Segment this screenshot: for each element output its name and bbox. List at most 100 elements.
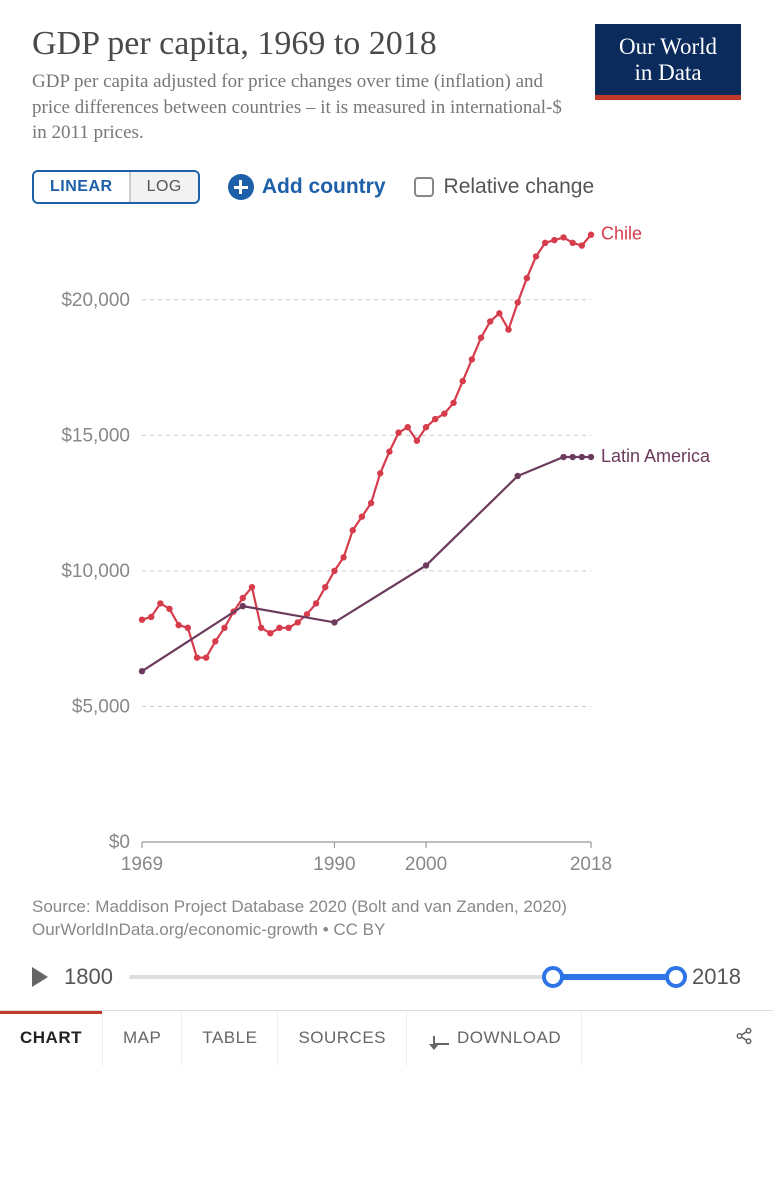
tab-label: CHART <box>20 1028 82 1048</box>
scale-toggle[interactable]: LINEAR LOG <box>32 170 200 204</box>
y-tick-label: $15,000 <box>61 425 130 446</box>
relative-change-checkbox[interactable]: Relative change <box>414 175 595 199</box>
data-point[interactable] <box>240 603 246 609</box>
data-point[interactable] <box>551 237 557 243</box>
data-point[interactable] <box>386 448 392 454</box>
tab-download[interactable]: DOWNLOAD <box>407 1011 582 1066</box>
data-point[interactable] <box>423 562 429 568</box>
data-point[interactable] <box>469 356 475 362</box>
data-point[interactable] <box>441 410 447 416</box>
share-icon <box>735 1027 753 1050</box>
data-point[interactable] <box>203 654 209 660</box>
owid-logo[interactable]: Our World in Data <box>595 24 741 100</box>
x-tick-label: 2018 <box>570 854 612 875</box>
page-title: GDP per capita, 1969 to 2018 <box>32 24 579 63</box>
data-point[interactable] <box>569 454 575 460</box>
data-point[interactable] <box>524 275 530 281</box>
data-point[interactable] <box>285 625 291 631</box>
tab-map[interactable]: MAP <box>103 1011 182 1066</box>
data-point[interactable] <box>496 310 502 316</box>
data-point[interactable] <box>368 500 374 506</box>
scale-linear-button[interactable]: LINEAR <box>34 172 129 202</box>
source-line2: OurWorldInData.org/economic-growth • CC … <box>32 919 741 942</box>
data-point[interactable] <box>331 619 337 625</box>
data-point[interactable] <box>514 299 520 305</box>
data-point[interactable] <box>514 473 520 479</box>
slider-fill <box>553 974 676 980</box>
series-latin-america[interactable] <box>142 457 591 671</box>
y-tick-label: $0 <box>109 832 130 853</box>
data-point[interactable] <box>560 234 566 240</box>
data-point[interactable] <box>569 240 575 246</box>
timeline-end-label: 2018 <box>692 964 741 990</box>
scale-log-button[interactable]: LOG <box>129 172 198 202</box>
data-point[interactable] <box>423 424 429 430</box>
data-point[interactable] <box>533 253 539 259</box>
data-point[interactable] <box>139 617 145 623</box>
data-point[interactable] <box>313 600 319 606</box>
data-point[interactable] <box>579 242 585 248</box>
data-point[interactable] <box>414 438 420 444</box>
y-tick-label: $10,000 <box>61 561 130 582</box>
data-point[interactable] <box>460 378 466 384</box>
data-point[interactable] <box>295 619 301 625</box>
logo-line1: Our World <box>601 34 735 60</box>
tab-label: TABLE <box>202 1028 257 1048</box>
tab-label: MAP <box>123 1028 161 1048</box>
view-tabs: CHART MAP TABLE SOURCES DOWNLOAD <box>0 1010 773 1066</box>
data-point[interactable] <box>267 630 273 636</box>
plus-icon <box>228 174 254 200</box>
data-point[interactable] <box>148 614 154 620</box>
data-point[interactable] <box>350 527 356 533</box>
source-line1: Source: Maddison Project Database 2020 (… <box>32 896 741 919</box>
tab-table[interactable]: TABLE <box>182 1011 278 1066</box>
slider-knob-end[interactable] <box>665 966 687 988</box>
tab-sources[interactable]: SOURCES <box>278 1011 407 1066</box>
data-point[interactable] <box>359 513 365 519</box>
data-point[interactable] <box>579 454 585 460</box>
tab-label: DOWNLOAD <box>457 1028 561 1048</box>
share-button[interactable] <box>715 1011 773 1066</box>
data-point[interactable] <box>588 232 594 238</box>
data-point[interactable] <box>175 622 181 628</box>
gdp-line-chart[interactable]: $0$5,000$10,000$15,000$20,00019691990200… <box>32 222 741 882</box>
relative-change-label: Relative change <box>444 175 595 199</box>
data-point[interactable] <box>212 638 218 644</box>
data-point[interactable] <box>221 625 227 631</box>
data-point[interactable] <box>194 654 200 660</box>
data-point[interactable] <box>505 326 511 332</box>
data-point[interactable] <box>588 454 594 460</box>
data-point[interactable] <box>450 400 456 406</box>
data-point[interactable] <box>322 584 328 590</box>
data-point[interactable] <box>377 470 383 476</box>
y-tick-label: $5,000 <box>72 696 130 717</box>
play-button[interactable] <box>32 967 48 987</box>
data-point[interactable] <box>276 625 282 631</box>
data-point[interactable] <box>331 568 337 574</box>
data-point[interactable] <box>478 335 484 341</box>
checkbox-icon <box>414 177 434 197</box>
data-point[interactable] <box>258 625 264 631</box>
data-point[interactable] <box>139 668 145 674</box>
data-point[interactable] <box>157 600 163 606</box>
add-country-label: Add country <box>262 175 386 199</box>
tab-chart[interactable]: CHART <box>0 1011 103 1066</box>
add-country-button[interactable]: Add country <box>228 174 386 200</box>
data-point[interactable] <box>166 606 172 612</box>
data-point[interactable] <box>249 584 255 590</box>
tab-label: SOURCES <box>298 1028 386 1048</box>
x-tick-label: 2000 <box>405 854 447 875</box>
timeline-slider[interactable] <box>129 964 676 990</box>
data-point[interactable] <box>542 240 548 246</box>
data-point[interactable] <box>185 625 191 631</box>
data-point[interactable] <box>487 318 493 324</box>
data-point[interactable] <box>395 429 401 435</box>
data-point[interactable] <box>432 416 438 422</box>
data-point[interactable] <box>340 554 346 560</box>
data-point[interactable] <box>240 595 246 601</box>
series-chile[interactable] <box>142 235 591 658</box>
data-point[interactable] <box>560 454 566 460</box>
slider-knob-start[interactable] <box>542 966 564 988</box>
data-point[interactable] <box>405 424 411 430</box>
x-tick-label: 1990 <box>313 854 355 875</box>
